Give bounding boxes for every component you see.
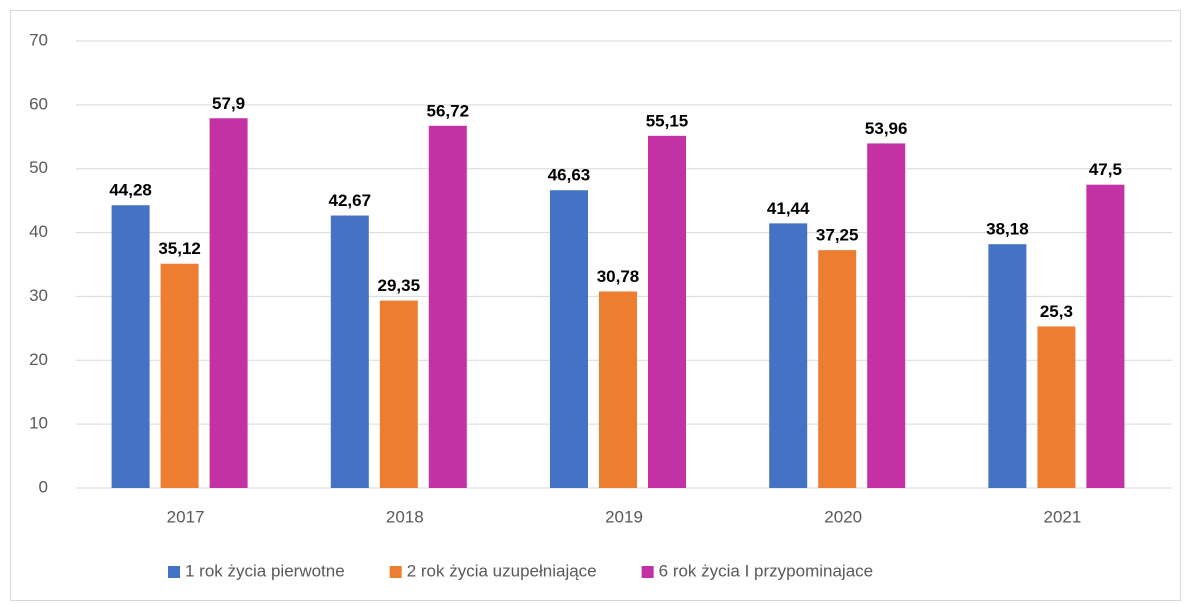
value-label: 35,12: [158, 239, 201, 258]
bar: [769, 223, 808, 488]
y-tick-label: 50: [29, 158, 48, 177]
value-label: 55,15: [646, 111, 689, 130]
y-tick-label: 70: [29, 30, 48, 49]
y-tick-label: 40: [29, 222, 48, 241]
bar: [428, 125, 467, 489]
y-tick-label: 0: [39, 477, 48, 496]
bar: [1037, 326, 1076, 488]
value-label: 47,5: [1089, 160, 1122, 179]
value-label: 44,28: [109, 181, 152, 200]
value-label: 46,63: [548, 166, 591, 185]
y-tick-label: 30: [29, 286, 48, 305]
value-label: 41,44: [767, 199, 810, 218]
legend-swatch: [168, 566, 180, 578]
bar: [550, 190, 588, 489]
value-label: 56,72: [427, 101, 470, 120]
legend-label: 6 rok życia I przypominajace: [659, 561, 873, 580]
bar: [379, 300, 418, 488]
bar: [648, 135, 686, 488]
chart-border: [10, 10, 1181, 601]
bar: [209, 118, 248, 488]
bar: [160, 263, 199, 488]
bar: [867, 143, 906, 488]
legend-label: 1 rok życia pierwotne: [185, 561, 345, 580]
value-label: 30,78: [597, 267, 640, 286]
legend-label: 2 rok życia uzupełniające: [407, 561, 597, 580]
value-label: 38,18: [986, 220, 1029, 239]
x-tick-label: 2017: [167, 507, 205, 526]
legend-swatch: [641, 566, 654, 578]
bar: [111, 205, 150, 488]
y-tick-label: 20: [29, 350, 48, 369]
value-label: 25,3: [1040, 302, 1073, 321]
bar: [599, 291, 637, 488]
value-label: 42,67: [329, 191, 372, 210]
value-label: 57,9: [212, 94, 245, 113]
legend-swatch: [389, 566, 402, 578]
bar: [818, 250, 857, 488]
bar: [330, 215, 369, 488]
x-tick-label: 2021: [1043, 507, 1081, 526]
value-label: 29,35: [378, 276, 421, 295]
y-tick-label: 60: [29, 94, 48, 113]
value-label: 37,25: [816, 226, 859, 245]
y-tick-label: 10: [29, 414, 48, 433]
x-tick-label: 2019: [605, 507, 643, 526]
bar: [988, 244, 1027, 488]
bar: [1086, 184, 1125, 488]
x-tick-label: 2020: [824, 507, 862, 526]
x-tick-label: 2018: [386, 507, 424, 526]
value-label: 53,96: [865, 119, 908, 138]
